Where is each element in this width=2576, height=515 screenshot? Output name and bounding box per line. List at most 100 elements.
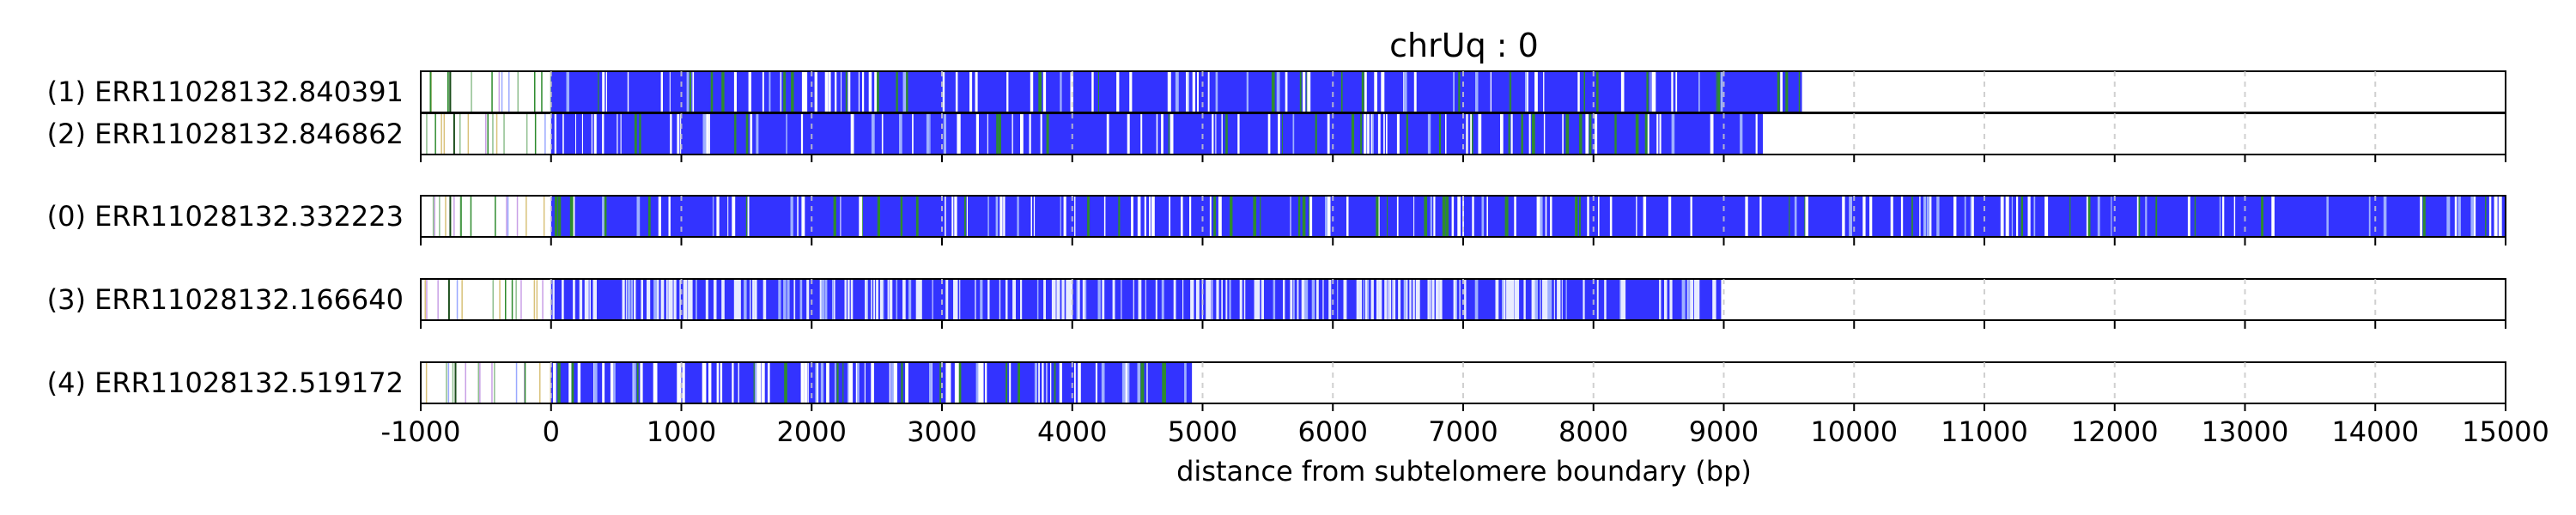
repeat-variant <box>1406 279 1408 320</box>
subtelomere-mark <box>477 362 479 403</box>
repeat-variant <box>1097 71 1099 112</box>
read-label: (3) ERR11028132.166640 <box>47 283 404 316</box>
repeat-variant <box>732 196 736 237</box>
subtelomere-mark <box>439 196 440 237</box>
repeat-variant <box>593 362 598 403</box>
repeat-variant <box>783 71 787 112</box>
repeat-variant <box>733 71 737 112</box>
repeat-variant <box>1583 71 1585 112</box>
repeat-variant <box>1197 71 1199 112</box>
repeat-variant <box>1340 71 1343 112</box>
subtelomere-mark <box>501 71 503 112</box>
repeat-variant <box>806 279 809 320</box>
repeat-variant <box>2421 196 2422 237</box>
repeat-variant <box>1386 113 1388 154</box>
subtelomere-mark <box>425 362 428 403</box>
repeat-variant <box>2488 196 2492 237</box>
repeat-variant <box>1316 279 1319 320</box>
repeat-variant <box>1466 113 1468 154</box>
repeat-variant <box>2137 196 2141 237</box>
repeat-variant <box>735 279 738 320</box>
repeat-variant <box>630 279 633 320</box>
repeat-variant <box>1363 279 1364 320</box>
repeat-variant <box>821 279 825 320</box>
grid-overlay <box>550 71 2377 403</box>
repeat-variant <box>1050 362 1052 403</box>
subtelomere-mark <box>447 279 450 320</box>
repeat-variant <box>1221 279 1223 320</box>
repeat-variant <box>1103 196 1106 237</box>
repeat-variant <box>1054 362 1056 403</box>
repeat-variant <box>1457 196 1461 237</box>
repeat-variant <box>1534 279 1535 320</box>
repeat-variant <box>1431 279 1435 320</box>
repeat-variant <box>1442 196 1445 237</box>
repeat-variant <box>1364 113 1367 154</box>
repeat-variant <box>1671 71 1674 112</box>
repeat-variant <box>1129 71 1133 112</box>
repeat-variant <box>1562 113 1564 154</box>
subtelomere-mark <box>503 113 505 154</box>
repeat-variant <box>1406 113 1408 154</box>
repeat-variant <box>849 362 854 403</box>
repeat-variant <box>745 113 749 154</box>
repeat-variant <box>673 279 677 320</box>
repeat-variant <box>2454 196 2458 237</box>
repeat-variant <box>1472 196 1474 237</box>
subtelomere-mark <box>507 196 509 237</box>
subtelomere-mark <box>526 196 527 237</box>
repeat-variant <box>1009 362 1012 403</box>
repeat-variant <box>1659 113 1662 154</box>
repeat-variant <box>734 113 737 154</box>
repeat-variant <box>1439 279 1443 320</box>
subtelomere-mark <box>520 279 522 320</box>
repeat-variant <box>1017 196 1019 237</box>
repeat-variant <box>1659 279 1662 320</box>
repeat-variant <box>1097 279 1101 320</box>
repeat-variant <box>2446 196 2451 237</box>
repeat-variant <box>660 279 665 320</box>
repeat-variant <box>1534 71 1538 112</box>
repeat-variant <box>754 279 757 320</box>
repeat-variant <box>720 362 723 403</box>
repeat-variant <box>1514 196 1516 237</box>
repeat-variant <box>1239 279 1242 320</box>
repeat-variant <box>610 362 614 403</box>
repeat-variant <box>957 113 961 154</box>
repeat-variant <box>702 113 707 154</box>
repeat-variant <box>748 71 751 112</box>
repeat-variant <box>692 71 695 112</box>
repeat-variant <box>957 362 962 403</box>
repeat-variant <box>636 362 639 403</box>
repeat-variant <box>1651 71 1656 112</box>
repeat-variant <box>2222 196 2225 237</box>
repeat-variant <box>915 279 918 320</box>
repeat-variant <box>905 362 908 403</box>
subtelomere-mark <box>454 362 457 403</box>
repeat-variant <box>1598 196 1600 237</box>
repeat-variant <box>945 279 949 320</box>
repeat-variant <box>640 362 643 403</box>
repeat-variant <box>881 113 884 154</box>
repeat-variant <box>955 71 958 112</box>
repeat-variant <box>1553 279 1555 320</box>
repeat-variant <box>1034 362 1037 403</box>
repeat-variant <box>1051 279 1055 320</box>
subtelomere-mark <box>543 196 545 237</box>
repeat-variant <box>1012 279 1016 320</box>
repeat-variant <box>871 113 875 154</box>
repeat-variant <box>1043 279 1046 320</box>
tick-label: 15000 <box>2462 415 2549 448</box>
repeat-variant <box>1579 113 1583 154</box>
tick-label: 14000 <box>2331 415 2419 448</box>
repeat-variant <box>1654 71 1656 112</box>
repeat-variant <box>1545 196 1547 237</box>
repeat-variant <box>1267 113 1271 154</box>
repeat-variant <box>573 279 574 320</box>
repeat-variant <box>1970 196 1972 237</box>
repeat-variant <box>1623 279 1625 320</box>
repeat-variant <box>1759 196 1762 237</box>
repeat-variant <box>1036 279 1039 320</box>
repeat-variant <box>2087 196 2091 237</box>
repeat-variant <box>791 71 794 112</box>
